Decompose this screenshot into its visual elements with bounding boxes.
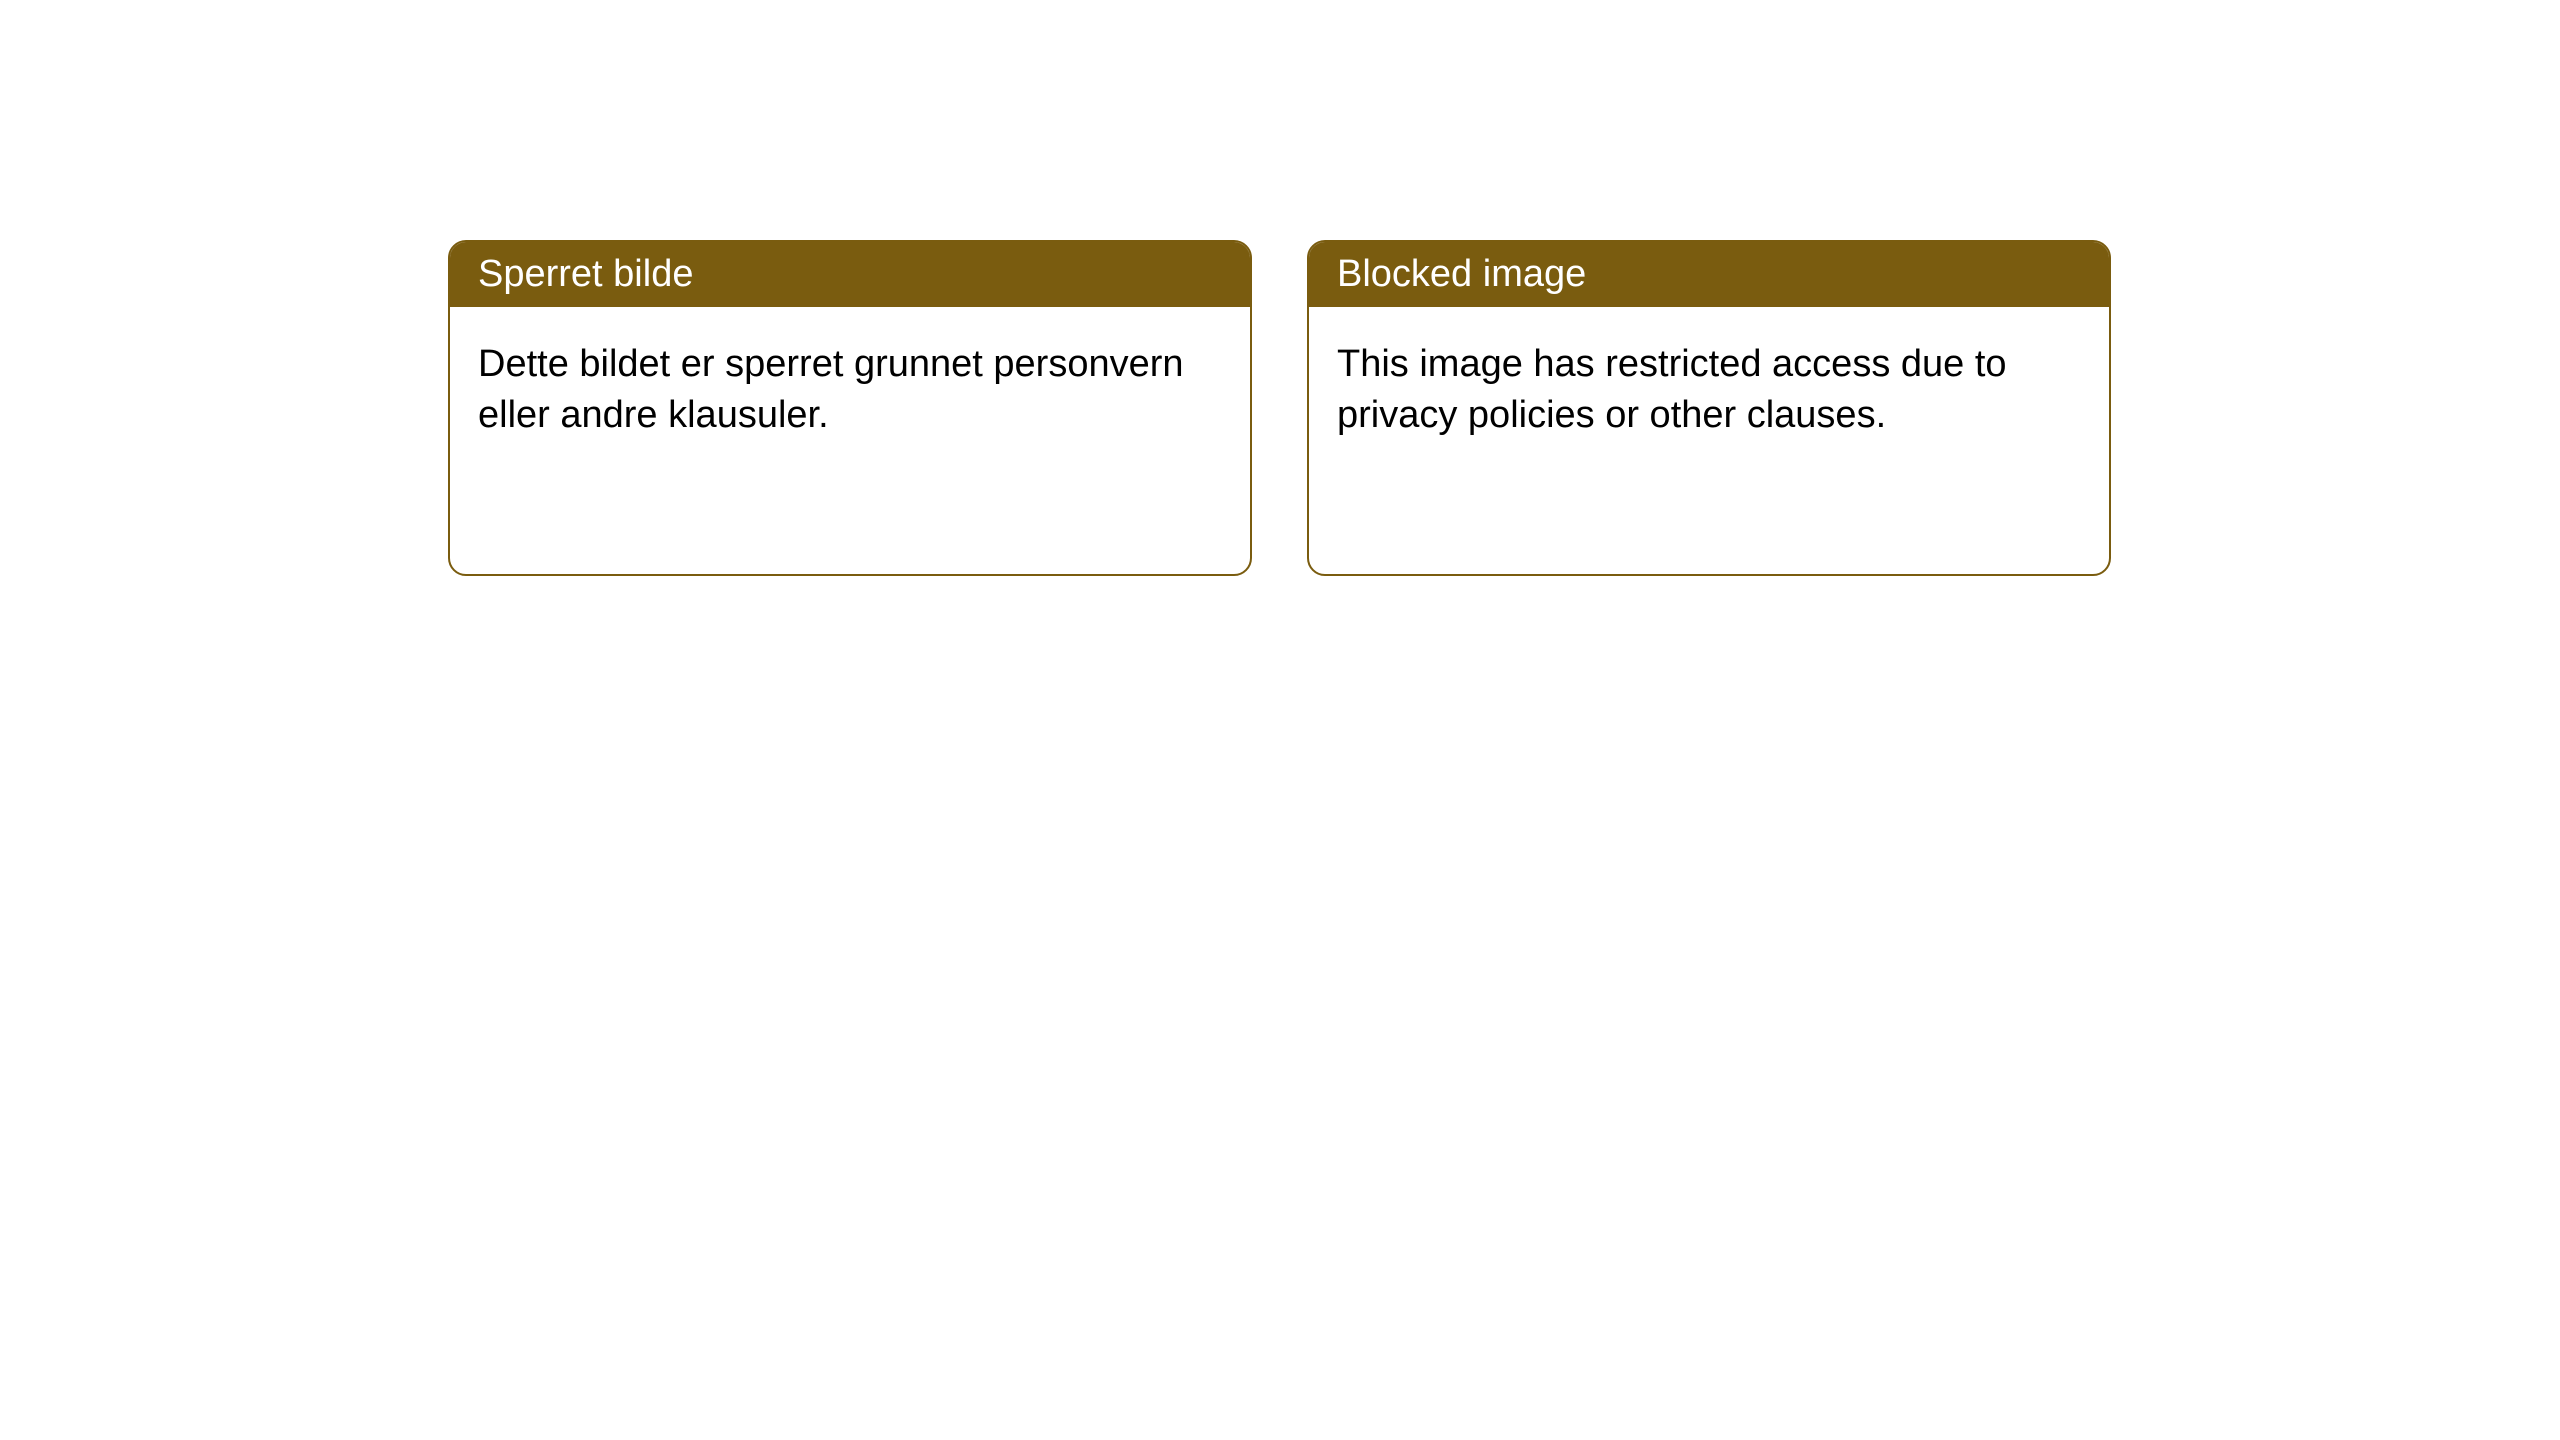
notice-card-norwegian: Sperret bilde Dette bildet er sperret gr…	[448, 240, 1252, 576]
notice-body-english: This image has restricted access due to …	[1309, 307, 2109, 474]
notice-body-norwegian: Dette bildet er sperret grunnet personve…	[450, 307, 1250, 474]
notice-header-norwegian: Sperret bilde	[450, 242, 1250, 307]
notice-container: Sperret bilde Dette bildet er sperret gr…	[0, 0, 2560, 576]
notice-header-english: Blocked image	[1309, 242, 2109, 307]
notice-card-english: Blocked image This image has restricted …	[1307, 240, 2111, 576]
